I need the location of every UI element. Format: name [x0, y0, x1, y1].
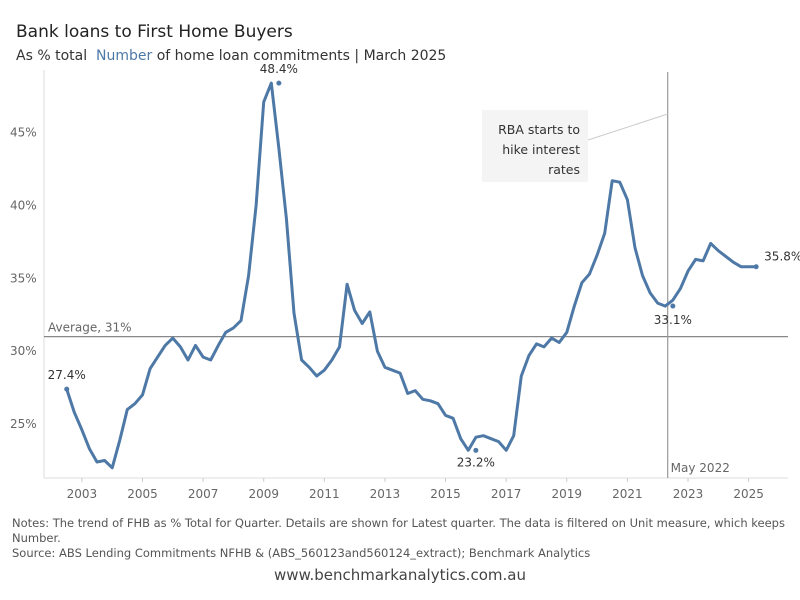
series-layer: [65, 81, 758, 470]
x-tick-label: 2023: [673, 487, 704, 501]
x-tick-label: 2013: [370, 487, 401, 501]
x-tick-label: 2025: [733, 487, 764, 501]
y-tick-label: 40%: [10, 199, 37, 213]
annotation-connector: [587, 113, 668, 141]
subtitle-prefix: As % total: [16, 48, 88, 64]
chart-title: Bank loans to First Home Buyers: [16, 22, 293, 42]
x-tick-label: 2021: [612, 487, 643, 501]
data-labels-layer: 27.4% 48.4% 23.2% 33.1% 35.8%: [48, 62, 800, 469]
data-label: 33.1%: [654, 313, 692, 327]
x-tick-label: 2007: [188, 487, 219, 501]
x-tick-label: 2011: [309, 487, 340, 501]
x-tick-label: 2017: [491, 487, 522, 501]
x-tick-label: 2009: [248, 487, 279, 501]
annotation-layer: Average, 31% May 2022 RBA starts to hike in…: [44, 72, 788, 478]
notes-block: Notes: The trend of FHB as % Total for Q…: [12, 516, 798, 561]
y-tick-label: 45%: [10, 126, 37, 140]
y-tick-label: 30%: [10, 344, 37, 358]
notes-text: Notes: The trend of FHB as % Total for Q…: [12, 516, 785, 545]
event-label: May 2022: [671, 461, 730, 475]
annotation-text-line: rates: [548, 162, 580, 177]
data-label: 23.2%: [457, 455, 495, 469]
data-label: 35.8%: [764, 250, 800, 264]
average-label: Average, 31%: [48, 321, 132, 335]
annotation-box: [482, 110, 588, 182]
x-tick-label: 2019: [551, 487, 582, 501]
source-text: Source: ABS Lending Commitments NFHB & (…: [12, 546, 591, 560]
y-tick-label: 25%: [10, 417, 37, 431]
data-point-marker: [64, 386, 70, 392]
x-tick-label: 2015: [430, 487, 461, 501]
chart-axes: 25% 30% 35% 40% 45% 2003 2005 2007 2009 2011 2013 2…: [10, 70, 788, 501]
x-tick-label: 2003: [67, 487, 98, 501]
x-tick-label: 2005: [127, 487, 158, 501]
line-chart: 25% 30% 35% 40% 45% 2003 2005 2007 2009 2011 2013 2…: [10, 62, 800, 501]
data-point-marker: [473, 447, 479, 453]
series-line: [65, 81, 758, 470]
footer-url[interactable]: www.benchmarkanalytics.com.au: [274, 566, 526, 584]
annotation-text-line: hike interest: [502, 142, 580, 157]
subtitle-suffix: of home loan commitments | March 2025: [156, 48, 447, 64]
subtitle-highlight: Number: [96, 48, 153, 64]
data-point-marker: [276, 80, 282, 86]
data-point-marker: [670, 303, 676, 309]
annotation-text-line: RBA starts to: [498, 122, 580, 137]
y-tick-label: 35%: [10, 271, 37, 285]
data-label: 27.4%: [48, 368, 86, 382]
data-point-marker: [753, 264, 759, 270]
chart-subtitle: As % total Number of home loan commitmen…: [16, 48, 446, 64]
data-label: 48.4%: [260, 62, 298, 76]
